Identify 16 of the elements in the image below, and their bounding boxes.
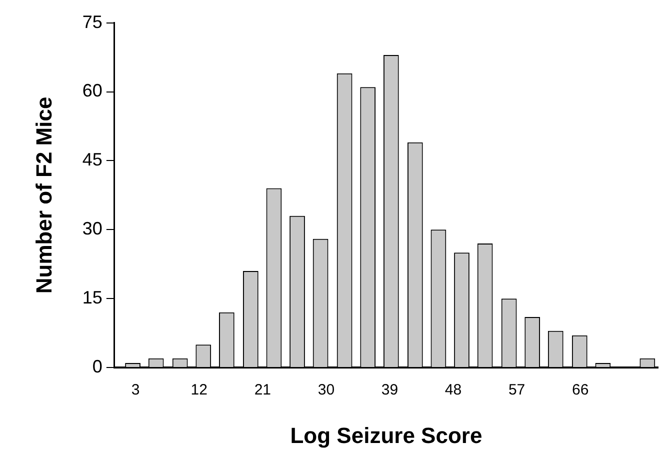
y-tick-label: 45 [82,150,102,170]
x-tick-label: 12 [190,382,208,399]
y-tick-label: 15 [82,288,102,308]
y-tick-label: 60 [82,80,102,101]
x-tick-label: 39 [381,382,398,399]
x-tick-label: 66 [572,382,589,399]
y-tick-label: 30 [82,218,102,239]
y-axis-title: Number of F2 Mice [31,96,56,294]
x-tick-label: 48 [444,382,462,399]
x-tick-label: 3 [131,382,140,399]
y-tick-label: 0 [92,356,102,377]
x-tick-label: 30 [318,382,335,399]
x-tick-label: 21 [254,382,272,399]
x-tick-label: 57 [508,382,526,399]
y-tick-label: 75 [82,12,102,32]
x-axis-title: Log Seizure Score [290,422,482,448]
